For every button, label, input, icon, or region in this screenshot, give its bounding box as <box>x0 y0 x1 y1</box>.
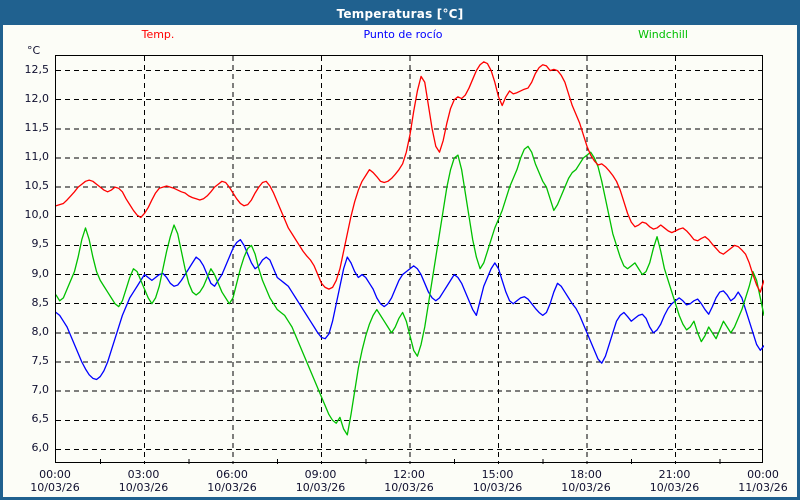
plot-area <box>55 55 764 464</box>
legend-item-windchill: Windchill <box>638 28 688 41</box>
y-axis-tick-label: 8,5 <box>31 295 50 309</box>
series-line-punto-de-roc-o <box>56 238 764 381</box>
y-axis-tick-label: 6,5 <box>31 412 50 426</box>
x-axis-tick-label: 00:00 10/03/26 <box>30 468 80 494</box>
y-axis-tick-label: 7,5 <box>31 354 50 367</box>
x-axis-tick-label: 00:00 11/03/26 <box>738 468 788 494</box>
y-axis-tick-label: 6,0 <box>31 441 50 455</box>
y-axis-tick-label: 12,0 <box>24 91 50 105</box>
window-title: Temperaturas [°C] <box>336 7 464 21</box>
x-axis-tick-label: 09:00 10/03/26 <box>295 468 346 494</box>
y-axis-tick-label: 10,0 <box>24 208 50 222</box>
y-axis-tick-label: 8,0 <box>31 324 50 338</box>
data-series-layer <box>56 61 764 436</box>
y-axis-tick-label: 11,0 <box>24 150 50 163</box>
legend-item-temp: Temp. <box>141 28 175 41</box>
series-line-temp <box>56 61 764 293</box>
y-axis-tick-label: 11,5 <box>24 120 50 134</box>
x-axis-tick-label: 12:00 10/03/26 <box>384 468 434 494</box>
x-axis-tick-label: 18:00 10/03/26 <box>561 468 611 494</box>
y-axis-tick-label: 10,5 <box>24 179 50 193</box>
x-axis-tick-label: 06:00 10/03/26 <box>207 468 257 494</box>
y-axis-unit-label: °C <box>27 44 41 57</box>
y-axis-tick-label: 9,5 <box>31 237 50 251</box>
y-axis-tick-label: 12,5 <box>24 62 50 76</box>
window-titlebar: Temperaturas [°C] <box>3 3 797 25</box>
chart-legend: Temp. Punto de rocío Windchill <box>3 26 797 46</box>
x-axis-tick-label: 15:00 10/03/26 <box>472 468 523 494</box>
x-axis-tick-label: 03:00 10/03/26 <box>118 468 169 494</box>
legend-item-dewpoint: Punto de rocío <box>363 28 443 41</box>
y-axis-tick-label: 9,0 <box>31 266 50 280</box>
gridlines <box>56 56 764 464</box>
chart-canvas <box>56 56 764 464</box>
x-axis-tick-label: 21:00 10/03/26 <box>649 468 700 494</box>
y-axis-tick-label: 7,0 <box>31 383 50 397</box>
series-line-windchill <box>56 145 764 436</box>
